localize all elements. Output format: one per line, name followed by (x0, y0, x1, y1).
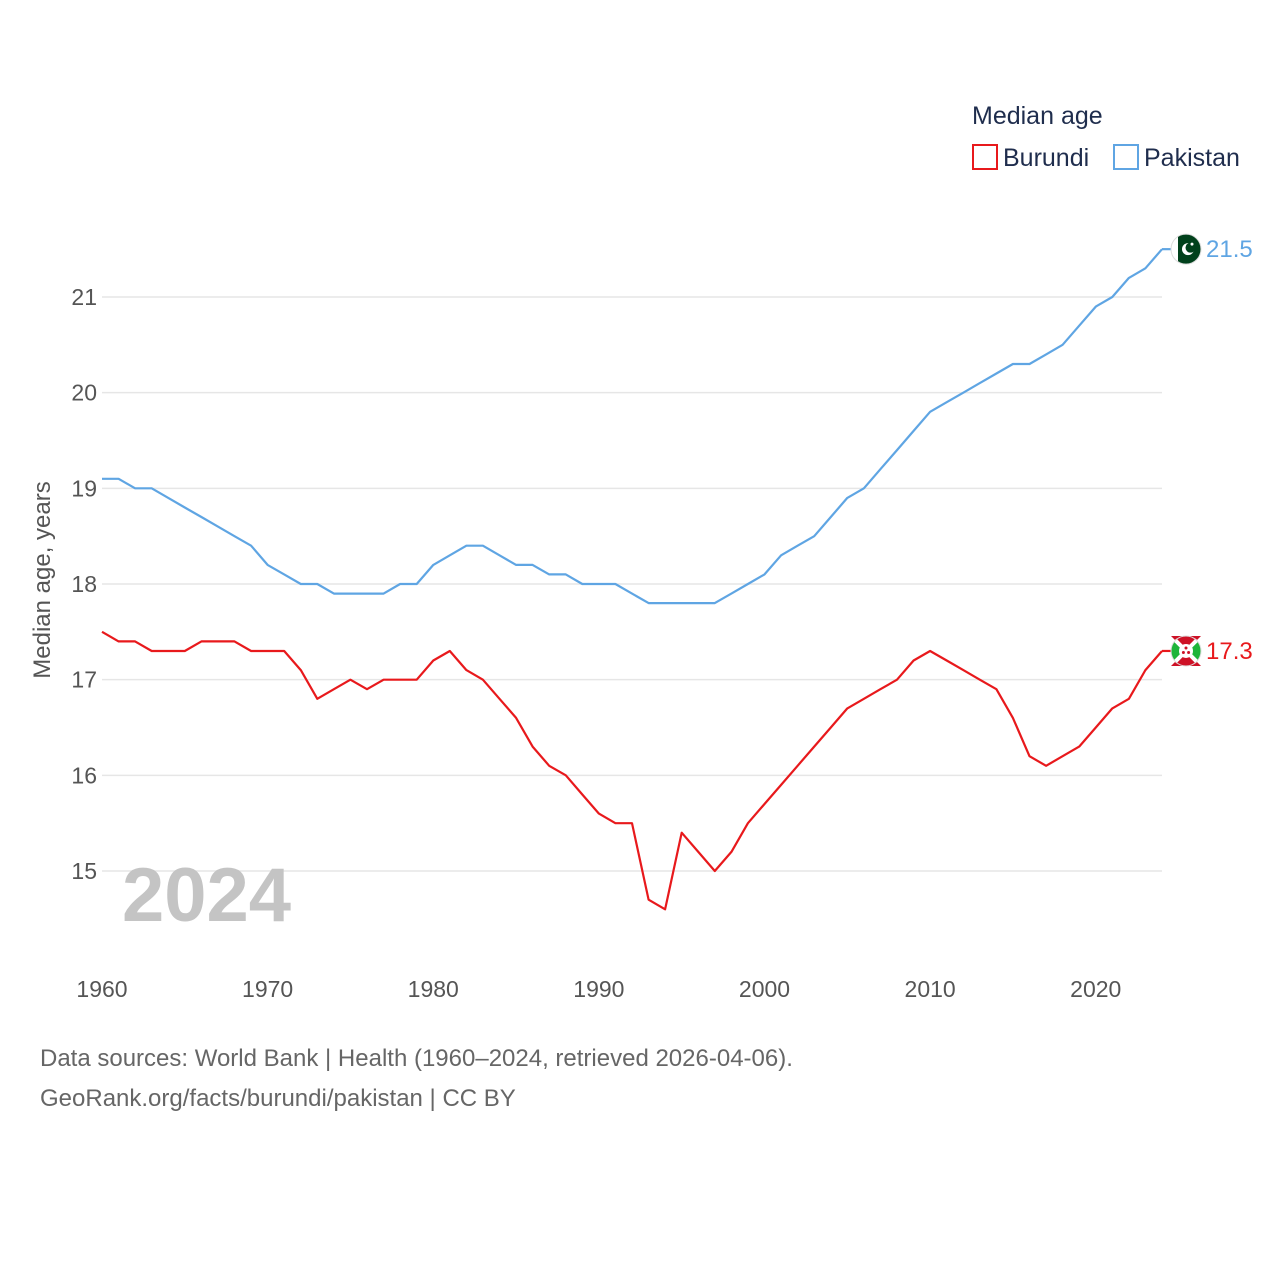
series-line-pakistan[interactable] (102, 248, 1163, 605)
legend-label-burundi: Burundi (1003, 144, 1089, 172)
source-text: Data sources: World Bank | Health (1960–… (40, 1045, 793, 1072)
x-tick-label: 1980 (408, 976, 459, 1002)
x-tick-label: 1990 (573, 976, 624, 1002)
credit-link[interactable]: GeoRank.org/facts/burundi/pakistan | CC … (40, 1085, 516, 1112)
series-line-burundi[interactable] (101, 630, 1163, 911)
y-axis-title: Median age, years (29, 481, 56, 678)
y-tick-label: 18 (71, 571, 97, 597)
y-axis-ticks: 15 16 17 18 19 20 21 (71, 284, 97, 884)
burundi-flag-icon (1170, 635, 1202, 667)
legend-label-pakistan: Pakistan (1144, 144, 1240, 172)
gridlines (102, 296, 1162, 872)
legend-item-pakistan[interactable]: Pakistan (1113, 144, 1240, 172)
x-tick-label: 2000 (739, 976, 790, 1002)
series-lines (101, 248, 1163, 911)
x-tick-label: 1970 (242, 976, 293, 1002)
legend-title: Median age (972, 102, 1103, 130)
x-axis-ticks: 1960 1970 1980 1990 2000 2010 2020 (76, 976, 1121, 1002)
pakistan-flag-icon (1170, 233, 1202, 265)
end-label-pakistan: 21.5 (1206, 236, 1253, 263)
year-overlay: 2024 (122, 853, 291, 938)
y-tick-label: 16 (71, 762, 97, 788)
y-tick-label: 19 (71, 475, 97, 501)
end-label-burundi: 17.3 (1206, 638, 1253, 665)
x-tick-label: 2010 (905, 976, 956, 1002)
end-markers: 17.3 21.5 (1162, 233, 1253, 667)
legend: Median age Burundi Pakistan (972, 102, 1240, 172)
y-tick-label: 17 (71, 667, 97, 693)
y-tick-label: 21 (71, 284, 97, 310)
x-tick-label: 2020 (1070, 976, 1121, 1002)
legend-swatch-pakistan (1113, 144, 1139, 170)
y-tick-label: 15 (71, 858, 97, 884)
legend-swatch-burundi (972, 144, 998, 170)
y-tick-label: 20 (71, 380, 97, 406)
x-tick-label: 1960 (76, 976, 127, 1002)
legend-item-burundi[interactable]: Burundi (972, 144, 1089, 172)
